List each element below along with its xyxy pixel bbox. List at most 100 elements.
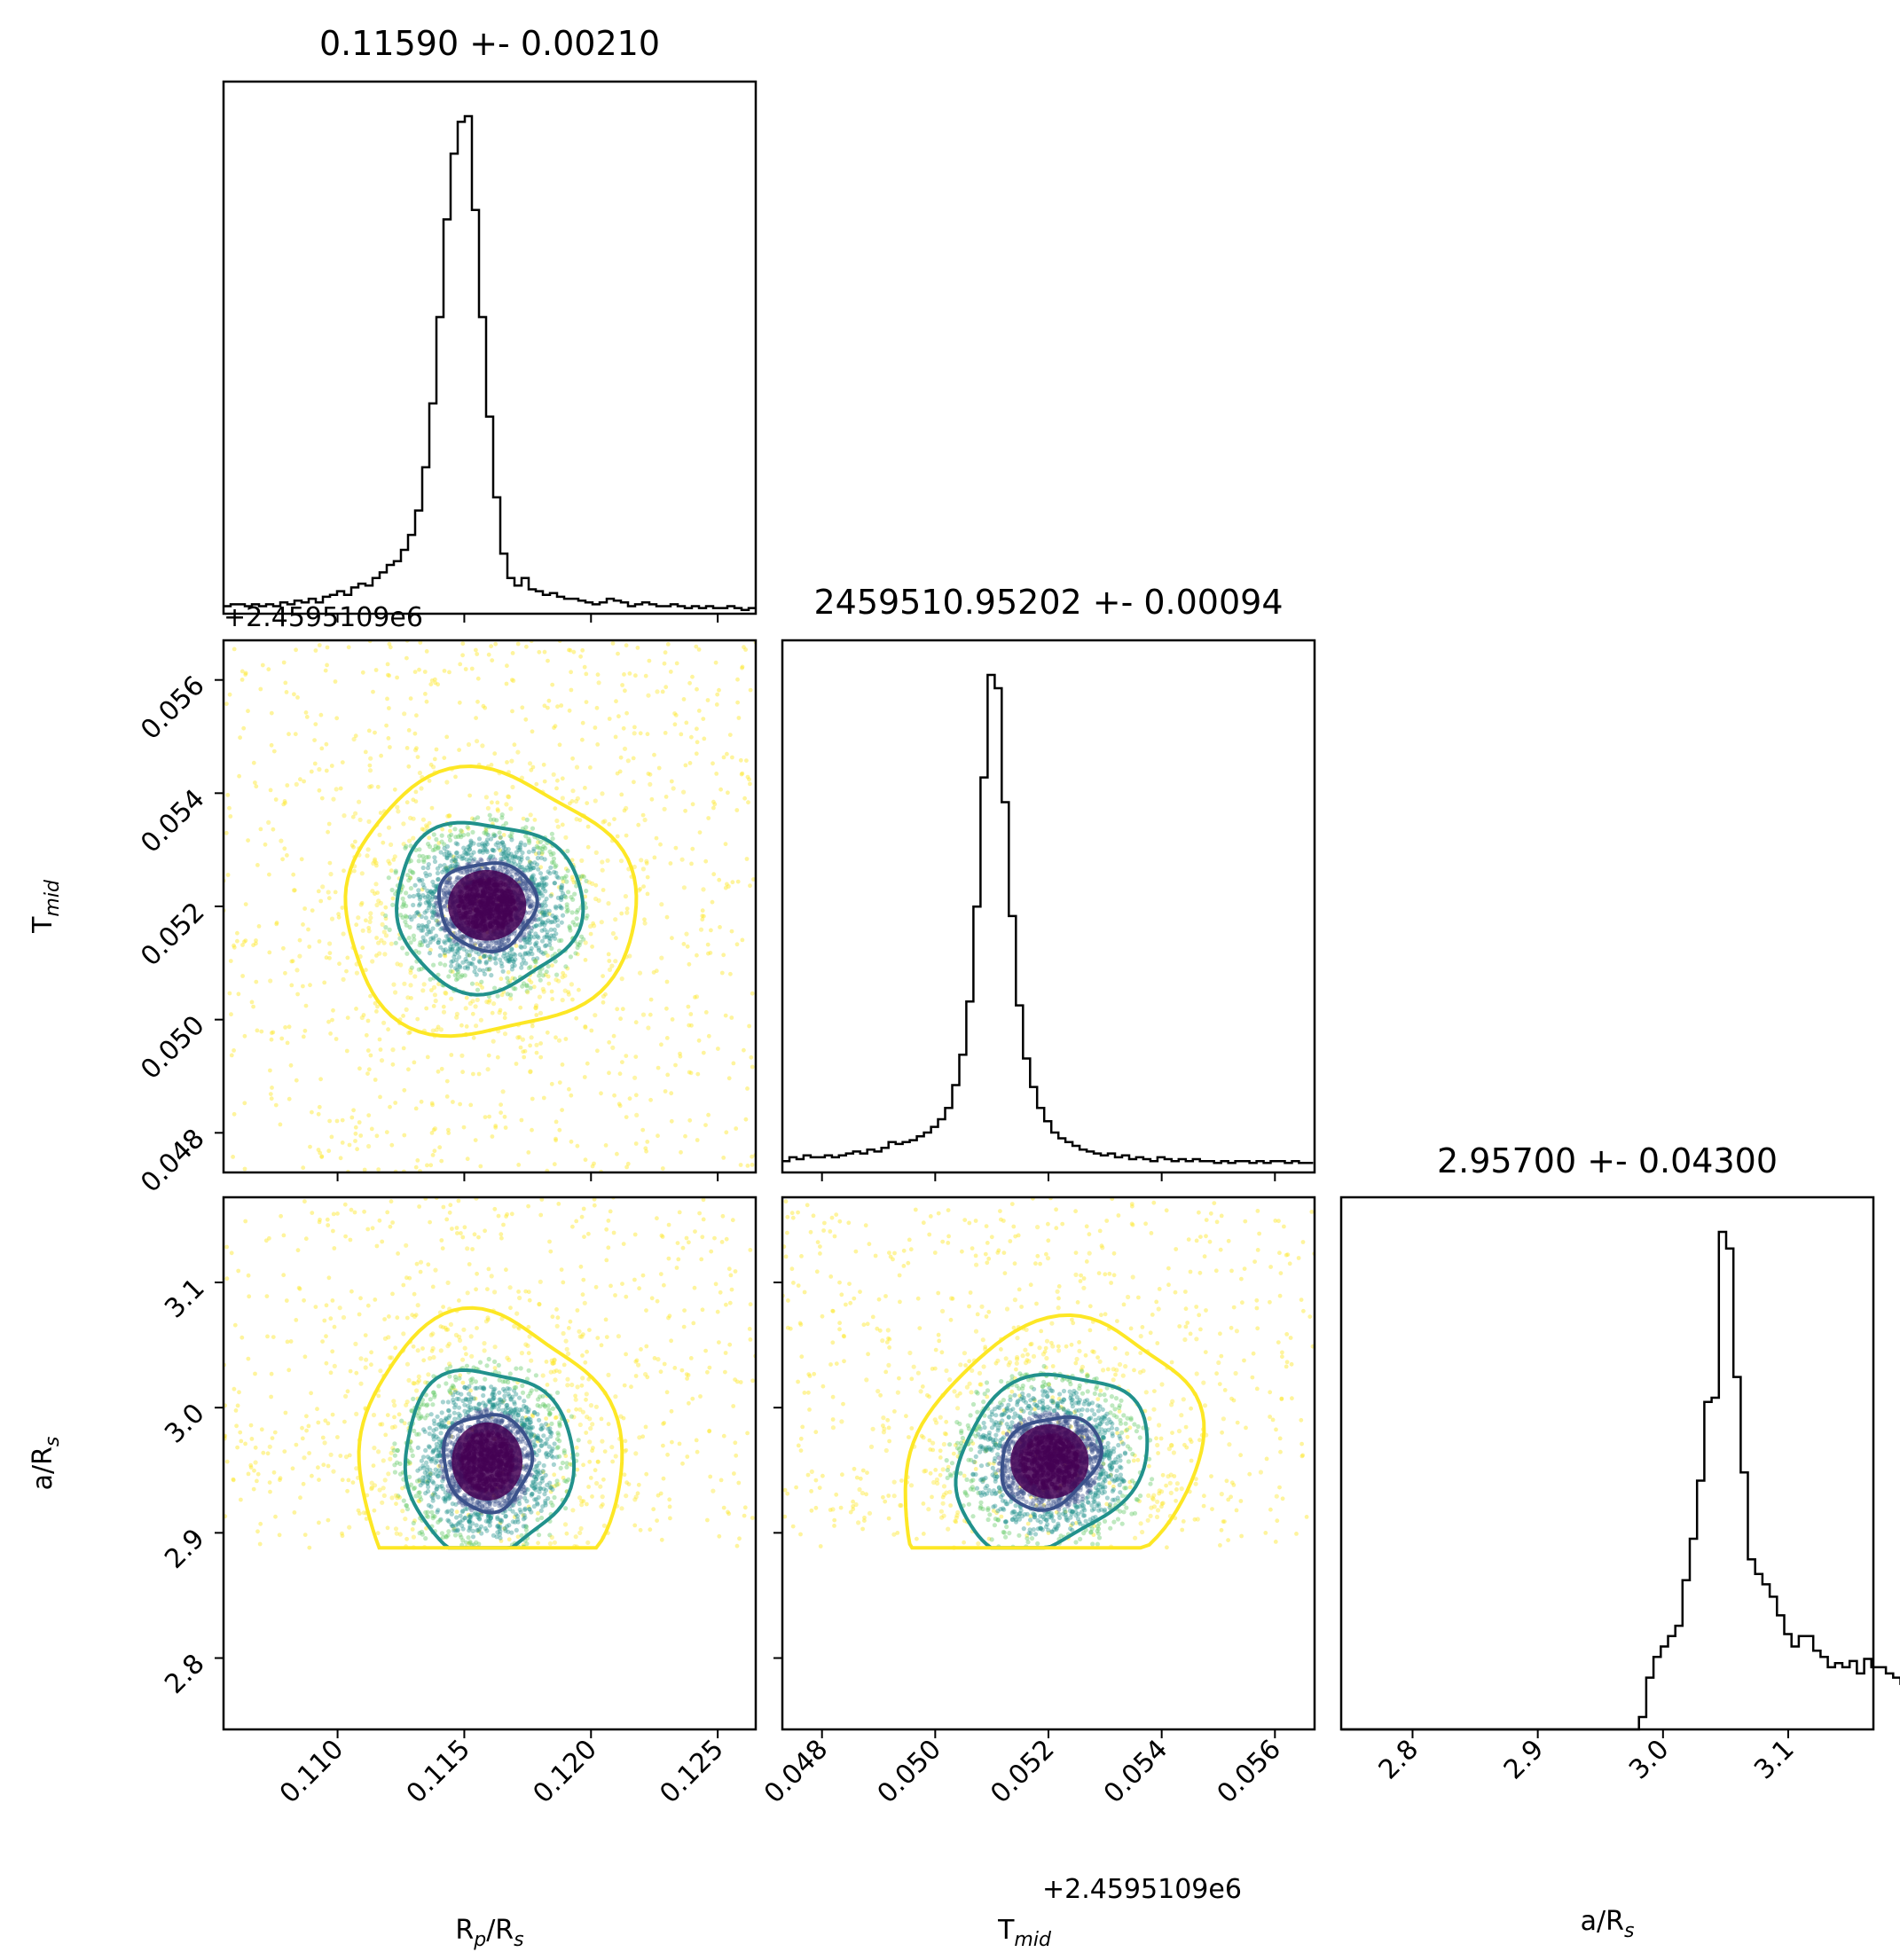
scatter-point — [439, 833, 444, 838]
scatter-point — [535, 1501, 540, 1507]
scatter-point — [433, 843, 438, 849]
scatter-point — [439, 925, 445, 931]
scatter-point — [469, 1353, 475, 1359]
scatter-point — [528, 864, 533, 870]
scatter-point — [446, 877, 451, 882]
scatter-point — [499, 1420, 504, 1425]
scatter-point — [420, 938, 426, 945]
scatter-point — [613, 959, 618, 964]
scatter-point — [320, 1435, 326, 1440]
scatter-point — [350, 1480, 356, 1485]
scatter-point — [493, 791, 499, 796]
scatter-point — [750, 1064, 755, 1070]
scatter-point — [724, 1130, 729, 1135]
scatter-point — [697, 830, 703, 835]
scatter-point — [554, 977, 559, 983]
scatter-point — [327, 955, 332, 960]
scatter-point — [449, 882, 454, 888]
scatter-point — [382, 1336, 388, 1341]
scatter-point — [386, 858, 391, 864]
scatter-point — [449, 923, 454, 929]
scatter-point — [438, 945, 444, 950]
scatter-point — [514, 855, 520, 860]
scatter-point — [503, 820, 509, 826]
scatter-point — [538, 845, 543, 851]
scatter-point — [436, 1468, 442, 1473]
scatter-point — [670, 936, 674, 941]
scatter-point — [370, 959, 375, 964]
scatter-point — [386, 1335, 391, 1340]
scatter-point — [326, 1463, 331, 1469]
scatter-point — [500, 1379, 506, 1384]
scatter-point — [537, 851, 542, 856]
scatter-point — [562, 1478, 568, 1484]
scatter-point — [523, 1405, 529, 1410]
scatter-point — [357, 1120, 362, 1125]
scatter-point — [553, 806, 558, 811]
scatter-point — [559, 875, 565, 881]
scatter-point — [543, 1422, 549, 1427]
scatter-point — [525, 882, 530, 889]
scatter-point — [475, 1512, 480, 1517]
scatter-point — [560, 998, 565, 1003]
scatter-point — [508, 851, 514, 857]
scatter-point — [537, 649, 542, 655]
scatter-point — [607, 967, 613, 972]
scatter-point — [489, 644, 493, 649]
scatter-point — [361, 1510, 366, 1516]
scatter-point — [365, 1048, 371, 1053]
scatter-point — [561, 1280, 566, 1285]
scatter-point — [474, 972, 479, 977]
scatter-point — [561, 1475, 566, 1480]
scatter-point — [483, 829, 489, 835]
scatter-point — [415, 755, 420, 759]
scatter-point — [378, 1422, 383, 1427]
scatter-point — [354, 970, 359, 976]
scatter-point — [540, 910, 546, 915]
scatter-point — [513, 1407, 518, 1412]
scatter-point — [492, 1402, 498, 1407]
scatter-point — [537, 1461, 542, 1466]
scatter-point — [601, 1523, 608, 1528]
scatter-point — [466, 832, 471, 837]
scatter-point — [508, 992, 514, 998]
scatter-point — [483, 846, 488, 851]
scatter-point — [566, 990, 571, 994]
scatter-point — [525, 1431, 531, 1436]
scatter-point — [419, 1099, 424, 1104]
scatter-point — [326, 896, 332, 901]
scatter-point — [620, 1282, 624, 1286]
scatter-point — [352, 1210, 357, 1215]
scatter-point — [444, 734, 450, 740]
scatter-point — [462, 973, 467, 978]
scatter-point — [430, 1331, 436, 1337]
scatter-point — [450, 1383, 455, 1388]
scatter-point — [681, 885, 687, 890]
scatter-point — [425, 866, 431, 871]
scatter-point — [366, 925, 372, 930]
scatter-point — [527, 934, 532, 939]
scatter-point — [467, 953, 472, 958]
scatter-point — [454, 850, 459, 856]
scatter-point — [559, 885, 565, 890]
scatter-point — [365, 1227, 371, 1232]
scatter-point — [467, 867, 473, 873]
scatter-point — [641, 884, 646, 889]
scatter-point — [575, 1467, 580, 1472]
scatter-point — [402, 1133, 407, 1138]
scatter-point — [400, 896, 405, 901]
scatter-point — [482, 971, 488, 976]
scatter-point — [538, 922, 543, 928]
scatter-point — [593, 850, 599, 856]
scatter-point — [548, 1485, 554, 1490]
scatter-point — [487, 1523, 492, 1528]
scatter-point — [528, 902, 533, 907]
scatter-point — [468, 939, 474, 945]
scatter-point — [557, 1369, 562, 1375]
scatter-point — [525, 940, 530, 945]
scatter-point — [524, 983, 530, 988]
scatter-point — [365, 1071, 370, 1076]
scatter-point — [534, 1436, 539, 1442]
scatter-point — [596, 680, 601, 686]
scatter-point — [475, 1271, 479, 1276]
